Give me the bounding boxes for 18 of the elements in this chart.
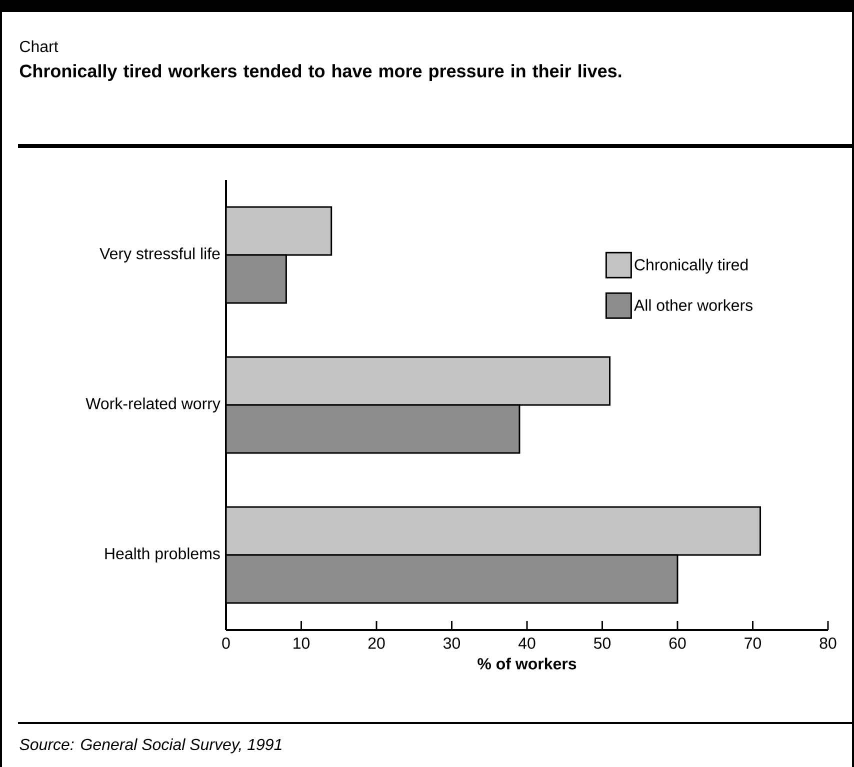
source-note: Source: General Social Survey, 1991 (20, 738, 282, 754)
chart-title: Chronically tired workers tended to have more pressure in their lives. (20, 64, 622, 81)
x-tick-label: 20 (368, 638, 385, 649)
x-tick-label: 10 (294, 638, 310, 649)
x-tick-label: 70 (744, 638, 762, 649)
y-tick-label: Health problems (105, 548, 220, 562)
legend-label: All other workers (634, 299, 752, 311)
x-axis-title: % of workers (478, 658, 576, 670)
x-tick-label: 40 (518, 638, 536, 649)
y-tick-label: Very stressful life (100, 248, 220, 262)
x-tick-label: 60 (669, 638, 686, 649)
x-tick-label: 0 (222, 638, 230, 649)
y-tick-label: Work-related worry (86, 398, 220, 412)
x-tick-label: 50 (594, 638, 611, 649)
legend-label: Chronically tired (634, 258, 748, 274)
text: Chart (20, 40, 58, 52)
x-tick-label: 30 (443, 638, 460, 649)
x-tick-label: 80 (820, 638, 836, 649)
